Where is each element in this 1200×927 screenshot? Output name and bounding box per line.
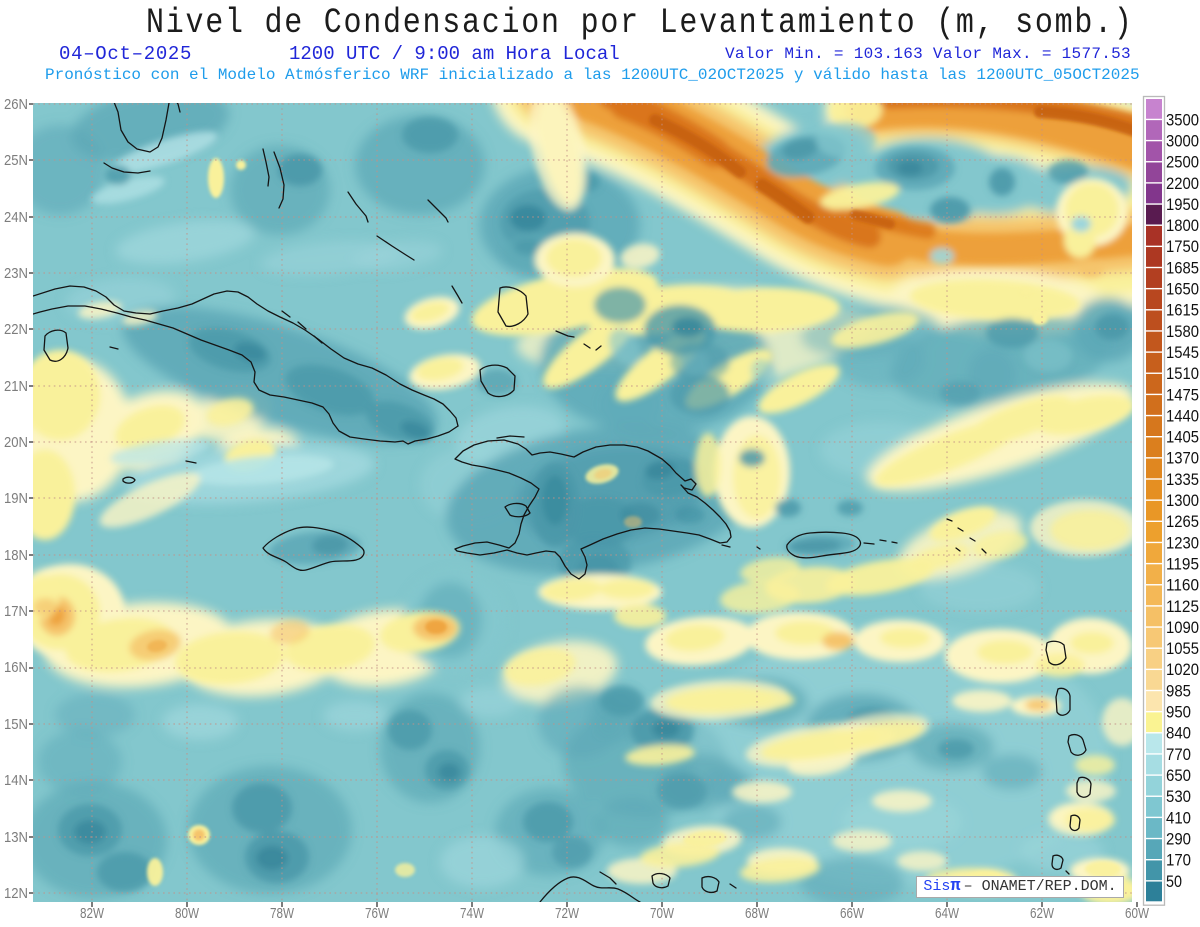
svg-text:1545: 1545 <box>1166 343 1199 362</box>
svg-text:170: 170 <box>1166 851 1191 870</box>
svg-text:78W: 78W <box>270 905 295 922</box>
svg-text:19N: 19N <box>4 490 28 507</box>
svg-text:2500: 2500 <box>1166 153 1199 172</box>
svg-text:1125: 1125 <box>1166 597 1199 616</box>
svg-text:1160: 1160 <box>1166 576 1199 595</box>
svg-text:66W: 66W <box>840 905 865 922</box>
svg-text:3500: 3500 <box>1166 110 1199 129</box>
svg-text:2200: 2200 <box>1166 174 1199 193</box>
svg-text:64W: 64W <box>935 905 960 922</box>
svg-text:840: 840 <box>1166 724 1191 743</box>
svg-text:1750: 1750 <box>1166 237 1199 256</box>
svg-text:24N: 24N <box>4 209 28 226</box>
svg-text:770: 770 <box>1166 745 1191 764</box>
svg-text:1580: 1580 <box>1166 322 1199 341</box>
svg-text:13N: 13N <box>4 829 28 846</box>
svg-text:68W: 68W <box>745 905 770 922</box>
svg-text:50: 50 <box>1166 872 1182 891</box>
svg-text:15N: 15N <box>4 716 28 733</box>
svg-text:1055: 1055 <box>1166 639 1199 658</box>
svg-text:80W: 80W <box>175 905 200 922</box>
svg-text:1950: 1950 <box>1166 195 1199 214</box>
svg-text:21N: 21N <box>4 378 28 395</box>
svg-text:22N: 22N <box>4 321 28 338</box>
svg-text:1335: 1335 <box>1166 470 1199 489</box>
svg-text:23N: 23N <box>4 265 28 282</box>
svg-text:530: 530 <box>1166 787 1191 806</box>
svg-text:20N: 20N <box>4 434 28 451</box>
svg-text:1020: 1020 <box>1166 660 1199 679</box>
svg-text:1370: 1370 <box>1166 449 1199 468</box>
svg-text:1230: 1230 <box>1166 533 1199 552</box>
svg-text:60W: 60W <box>1125 905 1150 922</box>
svg-text:1800: 1800 <box>1166 216 1199 235</box>
svg-text:70W: 70W <box>650 905 675 922</box>
svg-text:18N: 18N <box>4 547 28 564</box>
svg-text:290: 290 <box>1166 830 1191 849</box>
svg-text:14N: 14N <box>4 772 28 789</box>
svg-text:950: 950 <box>1166 703 1191 722</box>
svg-text:25N: 25N <box>4 152 28 169</box>
svg-text:74W: 74W <box>460 905 485 922</box>
svg-text:1650: 1650 <box>1166 280 1199 299</box>
svg-text:985: 985 <box>1166 681 1191 700</box>
svg-text:76W: 76W <box>365 905 390 922</box>
svg-text:1440: 1440 <box>1166 406 1199 425</box>
svg-text:1685: 1685 <box>1166 258 1199 277</box>
svg-text:1475: 1475 <box>1166 385 1199 404</box>
svg-text:17N: 17N <box>4 603 28 620</box>
svg-text:410: 410 <box>1166 808 1191 827</box>
svg-text:16N: 16N <box>4 659 28 676</box>
svg-text:62W: 62W <box>1030 905 1055 922</box>
svg-text:72W: 72W <box>555 905 580 922</box>
svg-text:82W: 82W <box>80 905 105 922</box>
svg-text:1300: 1300 <box>1166 491 1199 510</box>
svg-text:1090: 1090 <box>1166 618 1199 637</box>
svg-text:1265: 1265 <box>1166 512 1199 531</box>
svg-text:1510: 1510 <box>1166 364 1199 383</box>
svg-text:26N: 26N <box>4 96 28 113</box>
svg-text:1195: 1195 <box>1166 555 1199 574</box>
svg-text:650: 650 <box>1166 766 1191 785</box>
svg-text:12N: 12N <box>4 885 28 902</box>
svg-text:3000: 3000 <box>1166 132 1199 151</box>
svg-text:1615: 1615 <box>1166 301 1199 320</box>
svg-text:1405: 1405 <box>1166 428 1199 447</box>
